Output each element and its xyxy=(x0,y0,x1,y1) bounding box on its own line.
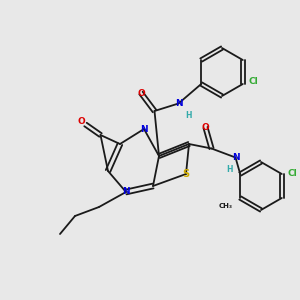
Text: H: H xyxy=(226,165,233,174)
Text: Cl: Cl xyxy=(287,169,297,178)
Text: N: N xyxy=(175,99,182,108)
Text: N: N xyxy=(122,188,130,196)
Text: CH₃: CH₃ xyxy=(219,202,233,208)
Text: Cl: Cl xyxy=(248,76,258,85)
Text: O: O xyxy=(202,123,209,132)
Text: O: O xyxy=(137,88,145,98)
Text: H: H xyxy=(186,111,192,120)
Text: N: N xyxy=(232,153,239,162)
Text: N: N xyxy=(140,124,148,134)
Text: O: O xyxy=(77,117,85,126)
Text: S: S xyxy=(182,169,190,179)
